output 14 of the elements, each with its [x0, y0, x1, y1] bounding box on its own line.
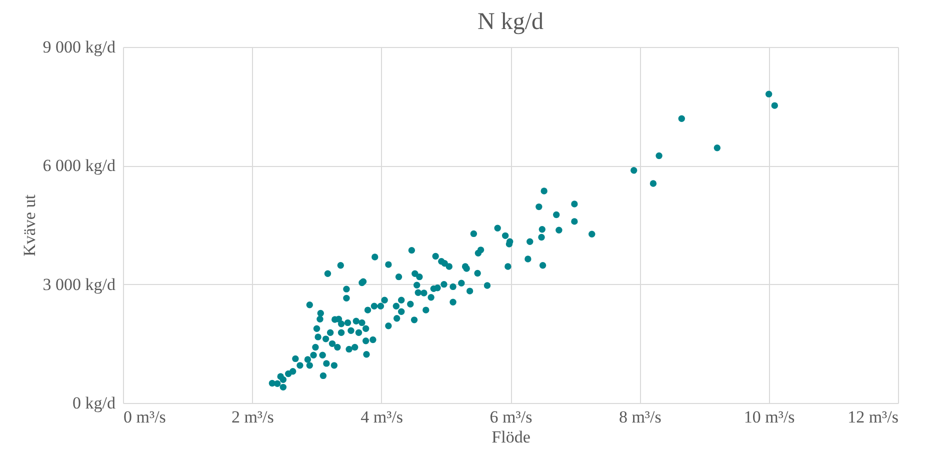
y-axis-title: Kväve ut	[20, 194, 39, 256]
y-tick-label: 3 000 kg/d	[42, 274, 116, 294]
x-axis-title: Flöde	[492, 428, 530, 446]
x-tick-label: 10 m³/s	[744, 408, 795, 426]
y-tick-label: 0 kg/d	[72, 394, 116, 412]
x-tick-label: 4 m³/s	[360, 408, 404, 426]
y-tick-label: 9 000 kg/d	[42, 38, 116, 56]
x-tick-label: 0 m³/s	[124, 408, 166, 426]
y-tick-label: 6 000 kg/d	[42, 156, 116, 176]
x-tick-label: 12 m³/s	[848, 408, 898, 426]
x-tick-label: 8 m³/s	[618, 408, 662, 426]
x-tick-label: 6 m³/s	[490, 408, 532, 426]
x-tick-label: 2 m³/s	[231, 408, 274, 426]
chart-title: N kg/d	[478, 9, 544, 35]
